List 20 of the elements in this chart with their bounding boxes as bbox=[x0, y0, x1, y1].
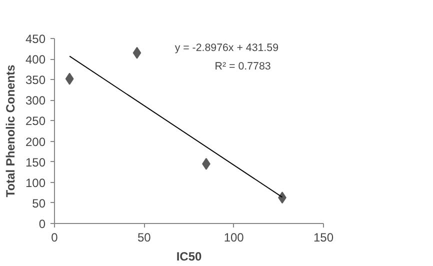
annotation: R² = 0.7783 bbox=[214, 60, 271, 72]
x-tick-label: 100 bbox=[224, 230, 244, 244]
x-axis-title: IC50 bbox=[176, 250, 202, 264]
annotation: y = -2.8976x + 431.59 bbox=[174, 42, 279, 54]
y-axis-title: Total Phenolic Conents bbox=[3, 64, 18, 198]
y-tick-label: 300 bbox=[25, 94, 46, 108]
y-tick-label: 0 bbox=[38, 217, 46, 231]
y-tick-label: 400 bbox=[25, 52, 46, 67]
y-tick-label: 450 bbox=[25, 32, 46, 46]
point bbox=[132, 46, 142, 59]
y-tick-label: 150 bbox=[25, 155, 46, 170]
y-tick-label: 350 bbox=[25, 73, 46, 88]
y-tick-label: 50 bbox=[32, 196, 46, 210]
x-tick-label: 150 bbox=[313, 230, 334, 244]
y-tick-label: 100 bbox=[25, 176, 46, 190]
point bbox=[65, 72, 74, 85]
x-tick-label: 50 bbox=[137, 230, 152, 244]
y-tick-label: 200 bbox=[25, 134, 46, 149]
y-tick-label: 250 bbox=[25, 114, 46, 128]
x-tick-label: 0 bbox=[51, 230, 58, 244]
